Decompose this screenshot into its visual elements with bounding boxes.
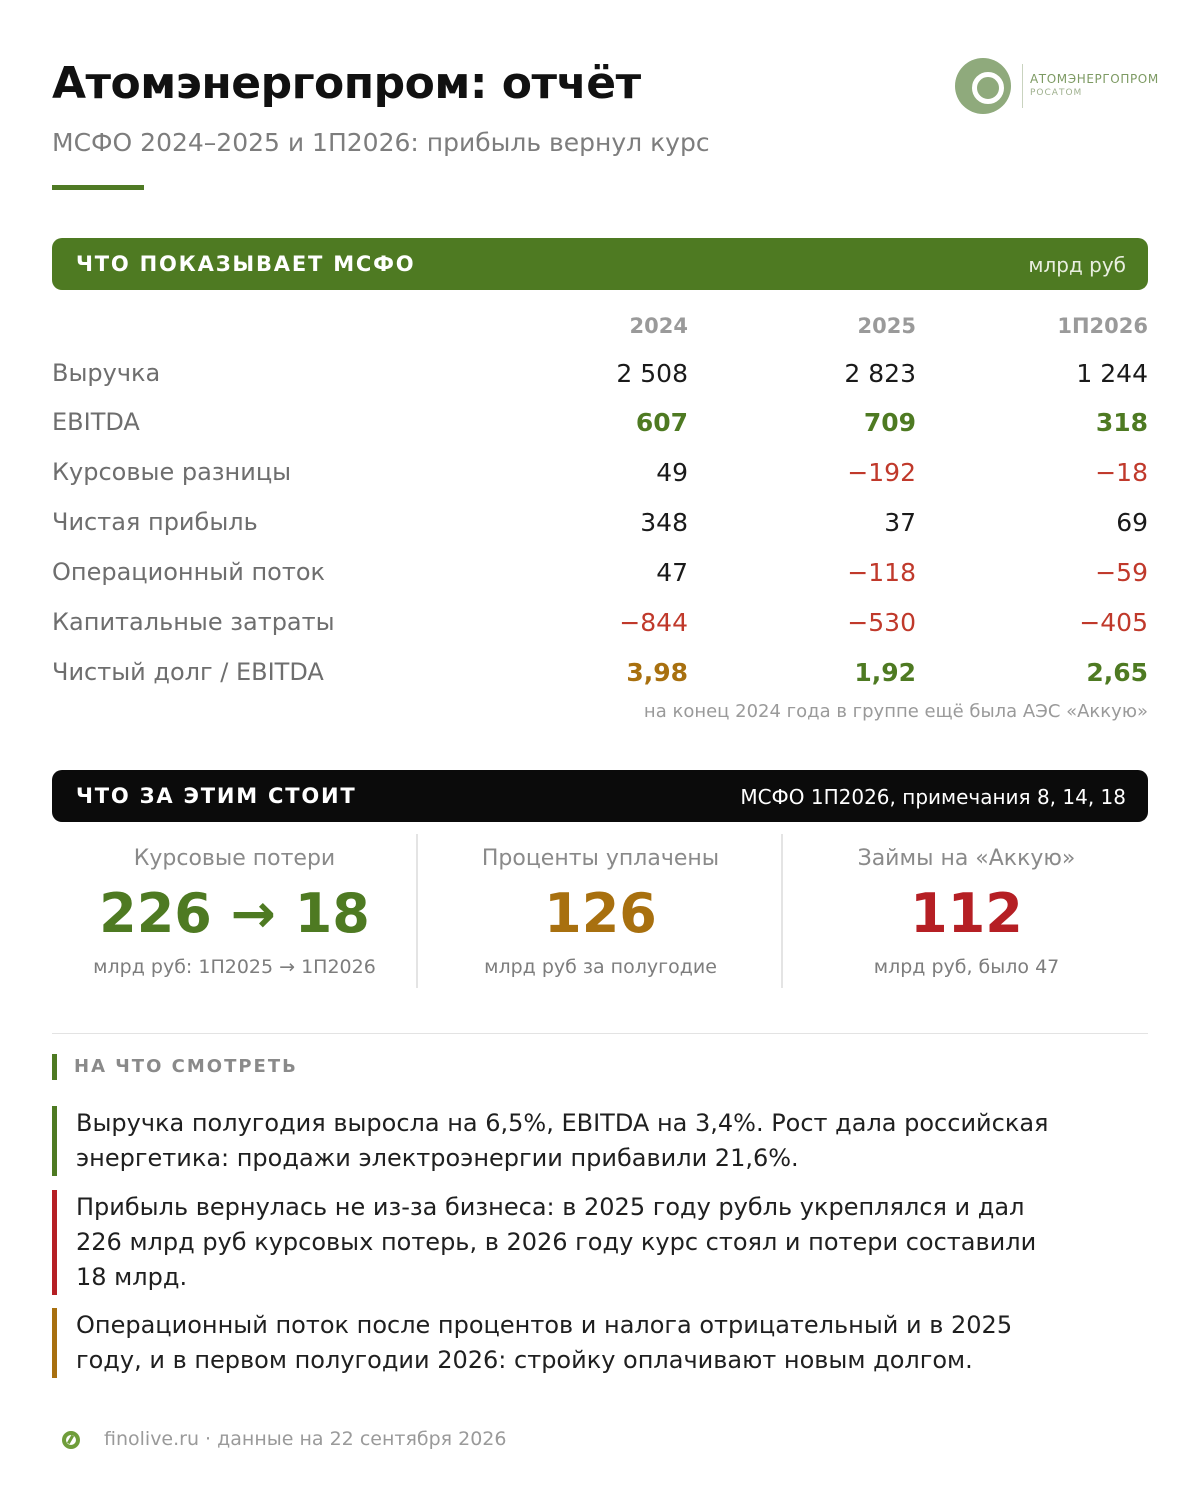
- footer-source: finolive.ru · данные на 22 сентября 2026: [104, 1428, 507, 1450]
- table-row-operating-cash-flow: Операционный поток 47 −118 −59: [52, 558, 1148, 598]
- watch-point-revenue: Выручка полугодия выросла на 6,5%, EBITD…: [52, 1106, 1062, 1176]
- kpi-fx-losses: Курсовые потери 226 → 18 млрд руб: 1П202…: [52, 834, 417, 988]
- table-cell: 37: [884, 508, 916, 537]
- kpi-interest-paid: Проценты уплачены 126 млрд руб за полуго…: [418, 834, 783, 988]
- watch-section-title: НА ЧТО СМОТРЕТЬ: [52, 1054, 298, 1080]
- row-label: Чистая прибыль: [52, 508, 258, 536]
- table-cell: 47: [656, 558, 688, 587]
- table-cell: −18: [1095, 458, 1148, 487]
- table-cell: 2 508: [616, 359, 688, 388]
- table-cell: 69: [1116, 508, 1148, 537]
- page-subtitle: МСФО 2024–2025 и 1П2026: прибыль вернул …: [52, 128, 710, 157]
- table-cell: 49: [656, 458, 688, 487]
- table-cell: 1,92: [854, 658, 916, 687]
- column-header-2025: 2025: [857, 314, 916, 338]
- finolive-logo-icon: [62, 1431, 80, 1449]
- table-cell: −844: [619, 608, 688, 637]
- logo-divider: [1022, 64, 1023, 108]
- rosatom-logo: АТОМЭНЕРГОПРОМ РОСАТОМ: [955, 58, 1158, 114]
- kpi-divider: [416, 834, 418, 988]
- table-cell: 318: [1095, 408, 1148, 437]
- table-cell: 2 823: [844, 359, 916, 388]
- rosatom-logo-icon: [955, 58, 1011, 114]
- row-label: Чистый долг / EBITDA: [52, 658, 324, 686]
- kpi-label: Проценты уплачены: [481, 846, 720, 871]
- kpi-akkuyu-loans: Займы на «Аккую» 112 млрд руб, было 47: [784, 834, 1149, 988]
- behind-section-title: ЧТО ЗА ЭТИМ СТОИТ: [76, 784, 357, 808]
- table-cell: −405: [1079, 608, 1148, 637]
- table-cell: −59: [1095, 558, 1148, 587]
- row-label: Курсовые разницы: [52, 458, 292, 486]
- watch-point-profit: Прибыль вернулась не из-за бизнеса: в 20…: [52, 1190, 1062, 1295]
- kpi-subtitle: млрд руб за полугодие: [484, 956, 717, 978]
- table-cell: 348: [640, 508, 688, 537]
- table-cell: 1 244: [1076, 359, 1148, 388]
- table-cell: −192: [847, 458, 916, 487]
- table-row-net-profit: Чистая прибыль 348 37 69: [52, 508, 1148, 548]
- table-row-revenue: Выручка 2 508 2 823 1 244: [52, 359, 1148, 399]
- table-cell: −530: [847, 608, 916, 637]
- kpi-label: Займы на «Аккую»: [857, 846, 1076, 871]
- kpi-value: 126: [544, 882, 657, 945]
- column-header-2024: 2024: [629, 314, 688, 338]
- kpi-subtitle: млрд руб: 1П2025 → 1П2026: [93, 956, 376, 978]
- page-title: Атомэнергопром: отчёт: [52, 58, 641, 109]
- row-label: Выручка: [52, 359, 161, 387]
- title-accent-bar: [52, 185, 144, 190]
- table-cell: −118: [847, 558, 916, 587]
- table-cell: 3,98: [626, 658, 688, 687]
- table-cell: 607: [635, 408, 688, 437]
- table-row-net-debt-ebitda: Чистый долг / EBITDA 3,98 1,92 2,65: [52, 658, 1148, 698]
- kpi-label: Курсовые потери: [133, 846, 336, 871]
- section-divider: [52, 1033, 1148, 1034]
- kpi-subtitle: млрд руб, было 47: [873, 956, 1060, 978]
- table-row-fx-differences: Курсовые разницы 49 −192 −18: [52, 458, 1148, 498]
- row-label: EBITDA: [52, 408, 140, 436]
- column-header-1h2026: 1П2026: [1057, 314, 1148, 338]
- table-cell: 709: [863, 408, 916, 437]
- row-label: Операционный поток: [52, 558, 325, 586]
- table-cell: 2,65: [1086, 658, 1148, 687]
- logo-subname: РОСАТОМ: [1030, 88, 1083, 98]
- ifrs-unit: млрд руб: [1028, 253, 1126, 277]
- logo-name: АТОМЭНЕРГОПРОМ: [1030, 72, 1159, 86]
- ifrs-section-header: ЧТО ПОКАЗЫВАЕТ МСФО млрд руб: [52, 238, 1148, 290]
- table-row-capex: Капитальные затраты −844 −530 −405: [52, 608, 1148, 648]
- row-label: Капитальные затраты: [52, 608, 335, 636]
- table-footnote: на конец 2024 года в группе ещё была АЭС…: [643, 701, 1148, 722]
- kpi-divider: [781, 834, 783, 988]
- ifrs-section-title: ЧТО ПОКАЗЫВАЕТ МСФО: [76, 252, 416, 276]
- behind-section-header: ЧТО ЗА ЭТИМ СТОИТ МСФО 1П2026, примечани…: [52, 770, 1148, 822]
- kpi-value: 226 → 18: [99, 882, 370, 945]
- behind-section-source: МСФО 1П2026, примечания 8, 14, 18: [740, 785, 1126, 809]
- table-row-ebitda: EBITDA 607 709 318: [52, 408, 1148, 448]
- kpi-value: 112: [910, 882, 1023, 945]
- watch-point-cash-flow: Операционный поток после процентов и нал…: [52, 1308, 1062, 1378]
